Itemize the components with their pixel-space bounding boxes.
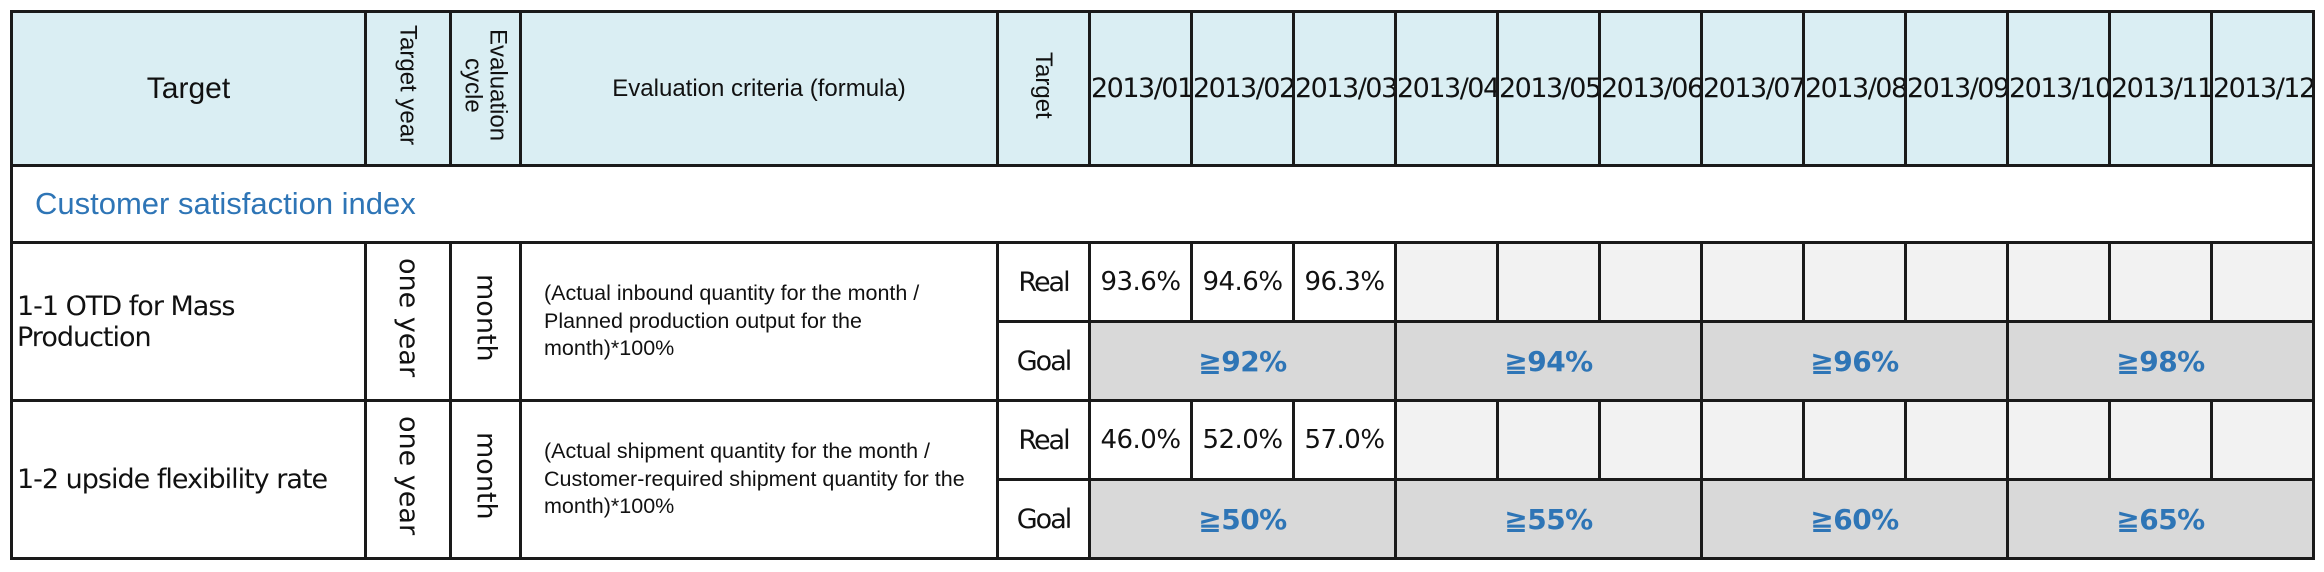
actual-value [2108, 241, 2213, 323]
header-month: 2013/12 [2210, 10, 2315, 167]
kpi-row-real: 1-1 OTD for Mass Production one year mon… [10, 241, 2315, 402]
kpi-row-goal: Goal ≧92% ≧94% ≧96% ≧98% [12, 320, 2315, 402]
actual-value [1904, 399, 2009, 481]
header-target-year-label: Target year [394, 24, 422, 146]
kpi-target-year: one year [364, 399, 452, 560]
actual-value [2210, 399, 2315, 481]
header-month: 2013/05 [1496, 10, 1601, 167]
actual-value [1802, 399, 1907, 481]
actual-value [1802, 241, 1907, 323]
kpi-cycle-label: month [470, 274, 502, 362]
kpi-name: 1-2 upside flexibility rate [10, 399, 367, 560]
kpi-table: Target Target year Evaluation cycle Eval… [10, 10, 2315, 560]
kpi-target-year: one year [364, 241, 452, 402]
goal-value: ≧55% [1394, 478, 1703, 560]
actual-value [1700, 241, 1805, 323]
header-target-kind-label: Target [1030, 51, 1058, 119]
actual-value: 46.0% [1088, 399, 1193, 481]
section-row: Customer satisfaction index [10, 164, 2315, 244]
actual-value [2006, 241, 2111, 323]
actual-value: 94.6% [1190, 241, 1295, 323]
goal-value: ≧60% [1700, 478, 2009, 560]
kpi-formula: (Actual shipment quantity for the month … [519, 399, 999, 560]
actual-value [1394, 399, 1499, 481]
actual-value [2006, 399, 2111, 481]
header-month: 2013/04 [1394, 10, 1499, 167]
kpi-row-real: 1-2 upside flexibility rate one year mon… [10, 399, 2315, 560]
actual-value [2210, 241, 2315, 323]
actual-value [2108, 399, 2213, 481]
header-month: 2013/09 [1904, 10, 2009, 167]
kpi-name: 1-1 OTD for Mass Production [10, 241, 367, 402]
actual-value [1496, 241, 1601, 323]
section-title: Customer satisfaction index [10, 164, 2315, 244]
header-row: Target Target year Evaluation cycle Eval… [10, 10, 2315, 167]
header-month: 2013/10 [2006, 10, 2111, 167]
goal-value: ≧50% [1088, 478, 1397, 560]
actual-value: 52.0% [1190, 399, 1295, 481]
header-month: 2013/01 [1088, 10, 1193, 167]
header-month: 2013/06 [1598, 10, 1703, 167]
kind-goal: Goal [996, 320, 1091, 402]
header-month: 2013/07 [1700, 10, 1805, 167]
header-month: 2013/03 [1292, 10, 1397, 167]
header-evaluation-criteria: Evaluation criteria (formula) [519, 10, 999, 167]
kind-goal: Goal [996, 478, 1091, 560]
kind-real: Real [996, 399, 1091, 481]
actual-value [1496, 399, 1601, 481]
header-month: 2013/02 [1190, 10, 1295, 167]
goal-value: ≧96% [1700, 320, 2009, 402]
header-target: Target [10, 10, 367, 167]
actual-value [1598, 399, 1703, 481]
kpi-cycle: month [449, 399, 522, 560]
header-target-kind: Target [996, 10, 1091, 167]
goal-value: ≧92% [1088, 320, 1397, 402]
actual-value [1700, 399, 1805, 481]
kpi-target-year-label: one year [393, 416, 425, 536]
kind-real: Real [996, 241, 1091, 323]
kpi-target-year-label: one year [393, 258, 425, 378]
actual-value: 96.3% [1292, 241, 1397, 323]
actual-value [1598, 241, 1703, 323]
actual-value: 93.6% [1088, 241, 1193, 323]
kpi-cycle-label: month [470, 432, 502, 520]
goal-value: ≧65% [2006, 478, 2315, 560]
header-evaluation-cycle-label: Evaluation cycle [459, 28, 512, 142]
kpi-formula: (Actual inbound quantity for the month /… [519, 241, 999, 402]
kpi-row-goal: Goal ≧50% ≧55% ≧60% ≧65% [12, 478, 2315, 560]
actual-value [1394, 241, 1499, 323]
header-month: 2013/08 [1802, 10, 1907, 167]
actual-value [1904, 241, 2009, 323]
goal-value: ≧98% [2006, 320, 2315, 402]
header-evaluation-cycle: Evaluation cycle [449, 10, 522, 167]
goal-value: ≧94% [1394, 320, 1703, 402]
header-target-year: Target year [364, 10, 452, 167]
kpi-cycle: month [449, 241, 522, 402]
header-month: 2013/11 [2108, 10, 2213, 167]
actual-value: 57.0% [1292, 399, 1397, 481]
